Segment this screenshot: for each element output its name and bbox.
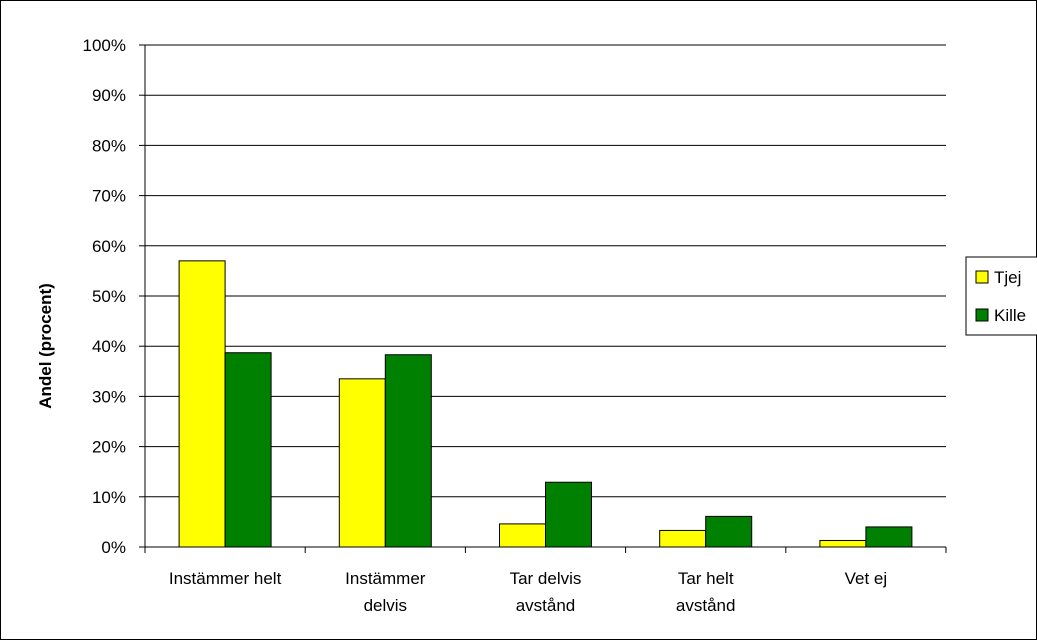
bar-kille-3 — [705, 515, 753, 548]
legend-label-tjej: Tjej — [994, 268, 1021, 287]
x-tick-labels: Instämmer helt Instämmer delvis Tar delvis a… — [169, 569, 887, 615]
y-tick-label: 40% — [92, 337, 126, 356]
legend-swatch-tjej — [975, 270, 989, 284]
x-tick-label: Instämmer helt — [169, 569, 282, 588]
legend-label-kille: Kille — [994, 306, 1026, 325]
bar-kille-1 — [384, 354, 432, 548]
bar-tjej-4 — [819, 539, 867, 548]
y-tick-label: 10% — [92, 488, 126, 507]
bars — [178, 260, 913, 548]
y-tick-label: 80% — [92, 136, 126, 155]
legend: Tjej Kille — [965, 256, 1037, 336]
y-tick-label: 60% — [92, 237, 126, 256]
x-tick-label: avstånd — [516, 596, 576, 615]
y-tick-label: 20% — [92, 438, 126, 457]
bar-tjej-0 — [178, 260, 226, 548]
bar-tjej-3 — [659, 529, 707, 548]
legend-swatch-kille — [975, 308, 989, 322]
y-tick-label: 30% — [92, 387, 126, 406]
x-tick-label: Instämmer — [345, 569, 426, 588]
bar-tjej-1 — [338, 378, 386, 548]
bar-kille-2 — [545, 481, 592, 548]
y-tick-label: 70% — [92, 187, 126, 206]
y-tick-label: 0% — [101, 538, 126, 557]
y-tick-label: 100% — [83, 36, 126, 55]
x-tick-label: Vet ej — [845, 569, 888, 588]
axes — [144, 45, 947, 553]
y-tick-label: 50% — [92, 287, 126, 306]
x-tick-label: Tar delvis — [510, 569, 582, 588]
gridlines — [139, 44, 946, 548]
x-tick-label: delvis — [364, 596, 407, 615]
bar-tjej-2 — [499, 523, 546, 548]
y-tick-label: 90% — [92, 86, 126, 105]
bar-kille-0 — [224, 352, 272, 548]
bar-kille-4 — [865, 526, 913, 548]
y-axis-label: Andel (procent) — [36, 283, 55, 409]
legend-box — [965, 256, 1037, 336]
y-tick-labels: 0% 10% 20% 30% 40% 50% 60% 70% 80% 90% 100% — [83, 36, 126, 557]
x-tick-label: avstånd — [676, 596, 736, 615]
x-tick-label: Tar helt — [678, 569, 734, 588]
